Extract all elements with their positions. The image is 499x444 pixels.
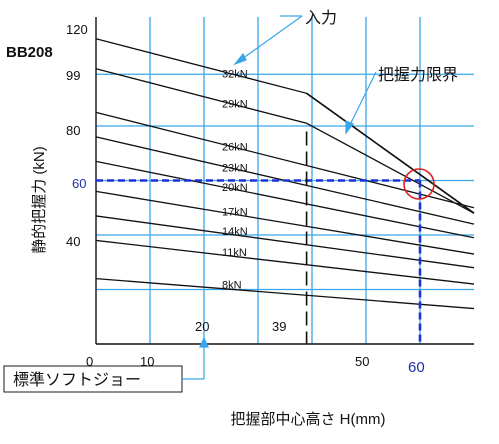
curve-label-20kN: 20kN	[222, 182, 248, 194]
y-tick-40: 40	[66, 234, 80, 249]
x-tick-50: 50	[355, 354, 369, 369]
y-tick-80: 80	[66, 123, 80, 138]
curve-29kN	[95, 68, 475, 214]
y-axis-label: 静的把握力 (kN)	[31, 146, 48, 254]
y-tick-60: 60	[72, 176, 86, 191]
y-tick-99: 99	[66, 68, 80, 83]
curve-label-23kN: 23kN	[222, 162, 248, 174]
grip-limit-line	[306, 92, 475, 214]
curve-8kN	[95, 277, 475, 310]
curve-11kN	[95, 239, 475, 285]
x-tick-60: 60	[408, 359, 425, 376]
input-arrow-line	[234, 15, 303, 65]
grip-limit-arrow-head	[345, 120, 354, 135]
annotation-arrows	[182, 15, 377, 380]
operating-point-circle	[403, 168, 435, 200]
curve-label-11kN: 11kN	[222, 247, 247, 259]
curve-labels: 32kN 29kN 26kN 23kN 20kN 17kN 14kN 11kN 8kN	[222, 69, 248, 292]
curve-label-8kN: 8kN	[222, 279, 242, 291]
input-annotation: 入力	[305, 8, 337, 27]
operating-point-guides	[96, 131, 422, 344]
x-inner-tick-39: 39	[272, 319, 286, 334]
y-tick-120: 120	[66, 22, 88, 37]
model-label: BB208	[6, 44, 53, 61]
curve-26kN	[95, 111, 475, 209]
curve-label-32kN: 32kN	[222, 69, 248, 81]
x-axis-label: 把握部中心高さ H(mm)	[231, 411, 386, 428]
grip-limit-annotation: 把握力限界	[378, 65, 458, 84]
standard-jaw-annotation: 標準ソフトジョー	[13, 370, 141, 389]
x-tick-10: 10	[140, 354, 154, 369]
jaw-arrow-head	[199, 336, 209, 348]
curve-17kN	[95, 190, 475, 255]
curve-label-29kN: 29kN	[222, 99, 248, 111]
curve-label-14kN: 14kN	[222, 226, 248, 238]
x-tick-0: 0	[86, 354, 93, 369]
curve-label-26kN: 26kN	[222, 141, 248, 153]
curve-14kN	[95, 215, 475, 269]
standard-jaw-box	[3, 365, 183, 393]
curve-label-17kN: 17kN	[222, 206, 248, 218]
x-inner-tick-20: 20	[195, 319, 209, 334]
curve-20kN	[95, 160, 475, 239]
input-arrow-head	[233, 52, 247, 66]
